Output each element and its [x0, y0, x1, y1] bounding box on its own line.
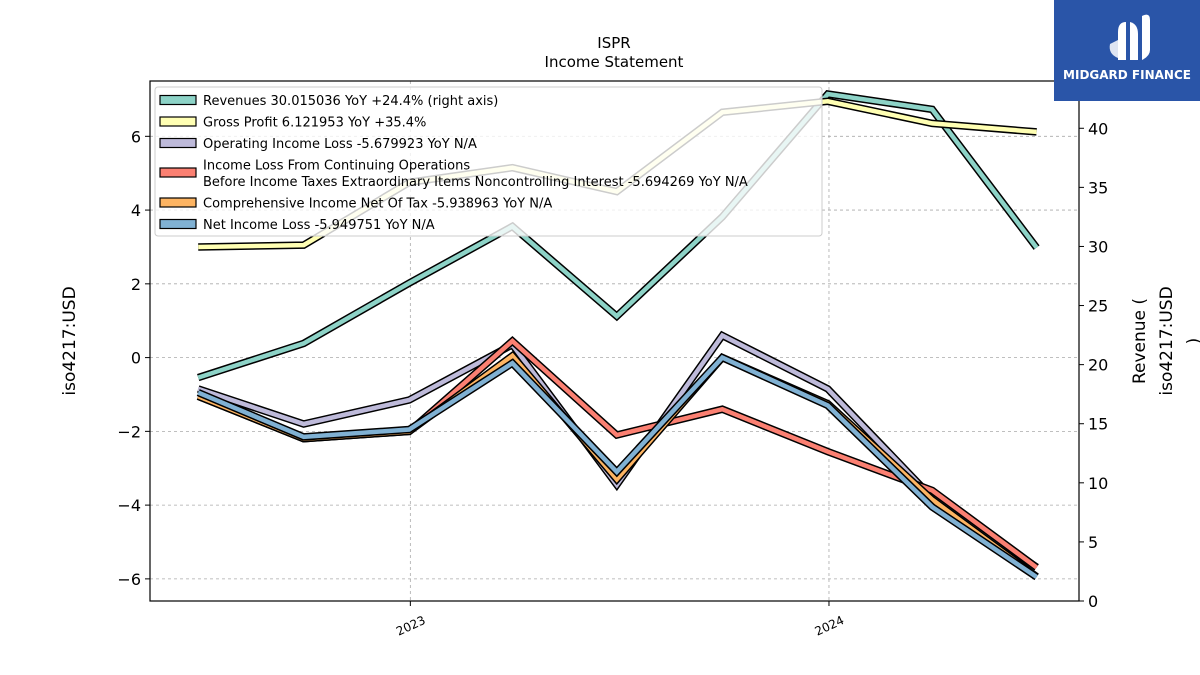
right-tick-label: 20: [1088, 356, 1108, 375]
right-tick-label: 0: [1088, 592, 1098, 611]
right-axis-label-line: iso4217:USD: [1157, 286, 1177, 395]
left-tick-label: 4: [131, 201, 141, 220]
right-tick-label: 5: [1088, 533, 1098, 552]
right-tick-label: 25: [1088, 297, 1108, 316]
legend-swatch: [159, 137, 197, 149]
right-axis-label-line: Revenue (: [1130, 298, 1150, 384]
legend-swatch: [159, 197, 197, 208]
series-revenues: [197, 89, 1040, 382]
legend-swatch: [159, 167, 197, 178]
left-tick-label: 0: [131, 349, 141, 368]
legend-label: Before Income Taxes Extraordinary Items …: [203, 175, 748, 190]
right-tick-label: 40: [1088, 119, 1108, 138]
series-line: [197, 337, 1038, 570]
left-axis-label: iso4217:USD: [60, 286, 80, 395]
series-operating-income-loss: [197, 330, 1039, 571]
right-tick-label: 30: [1088, 237, 1108, 256]
right-tick-label: 15: [1088, 415, 1108, 434]
plot-area-frame: [149, 80, 1080, 602]
left-tick-label: −2: [117, 422, 141, 441]
legend-label: Net Income Loss -5.949751 YoY N/A: [203, 218, 435, 233]
right-axis-label: Revenue ( iso4217:USD): [1130, 286, 1200, 395]
x-tick-label: 2024: [813, 613, 847, 639]
chart-title: ISPR: [597, 34, 630, 52]
series-line: [197, 354, 1038, 579]
legend-swatch: [159, 94, 197, 106]
legend-label: Income Loss From Continuing Operations: [203, 159, 470, 174]
right-tick-label: 10: [1088, 474, 1108, 493]
legend-label: Revenues 30.015036 YoY +24.4% (right axi…: [203, 94, 498, 109]
right-axis-label-text: Revenue ( iso4217:USD): [1130, 286, 1200, 395]
axis-ticks: −6 −4 −2 0 2 4 6 0 5 10 15 20 25 30 35 40 2023 2024: [117, 119, 1108, 638]
legend-swatch: [159, 218, 197, 230]
right-axis-label-line: ): [1184, 338, 1200, 345]
left-tick-label: 2: [131, 275, 141, 294]
legend-label: Comprehensive Income Net Of Tax -5.93896…: [203, 197, 552, 212]
series-outline: [196, 335, 1039, 571]
series-outline: [197, 330, 1039, 571]
series-income-loss-from-continuing-operations-before-income-taxes-extraordinary-items-noncontrolling-interest: [196, 335, 1039, 571]
left-tick-label: −6: [117, 570, 141, 589]
left-tick-label: −4: [117, 496, 141, 515]
series-outline: [196, 353, 1039, 581]
series-line: [197, 332, 1038, 569]
series-net-income-loss: [196, 353, 1039, 581]
legend-box: [154, 86, 823, 237]
left-tick-label: 6: [131, 127, 141, 146]
chart-subtitle: Income Statement: [545, 53, 684, 71]
x-tick-label: 2023: [394, 613, 428, 639]
legend: Revenues 30.015036 YoY +24.4% (right axi…: [154, 86, 823, 237]
logo-text: MIDGARD FINANCE: [1063, 68, 1191, 82]
series-line: [197, 91, 1039, 380]
legend-swatch: [159, 116, 197, 127]
legend-label: Gross Profit 6.121953 YoY +35.4%: [203, 116, 426, 131]
midgard-logo-icon: [1109, 14, 1150, 60]
legend-label: Operating Income Loss -5.679923 YoY N/A: [203, 137, 477, 152]
right-tick-label: 35: [1088, 178, 1108, 197]
midgard-finance-logo: MIDGARD FINANCE: [1054, 0, 1200, 101]
